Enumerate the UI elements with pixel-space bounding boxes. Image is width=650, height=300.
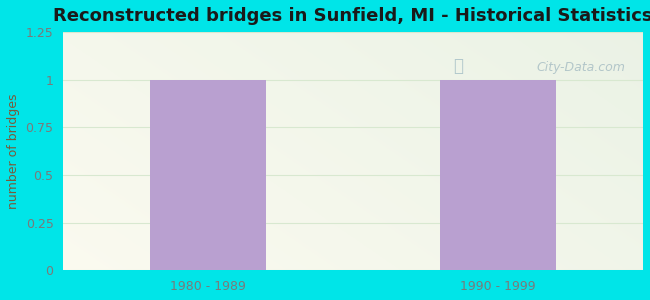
- Title: Reconstructed bridges in Sunfield, MI - Historical Statistics: Reconstructed bridges in Sunfield, MI - …: [53, 7, 650, 25]
- Y-axis label: number of bridges: number of bridges: [7, 93, 20, 209]
- Bar: [440, 80, 556, 270]
- Bar: [150, 80, 266, 270]
- Text: City-Data.com: City-Data.com: [537, 61, 626, 74]
- Text: ⓘ: ⓘ: [453, 57, 463, 75]
